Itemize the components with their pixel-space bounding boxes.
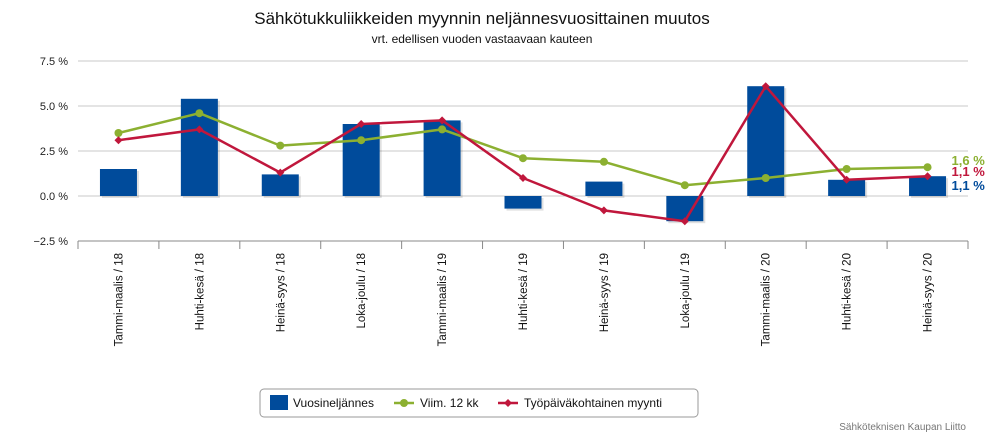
x-tick-label: Heinä-syys / 20	[923, 253, 935, 332]
chart-subtitle: vrt. edellisen vuoden vastaavaan kauteen	[372, 32, 593, 46]
x-tick-label: Tammi-maalis / 18	[113, 253, 125, 346]
credit: Sähköteknisen Kaupan Liitto	[839, 422, 966, 433]
point-tyopaivakohtainen	[680, 217, 689, 226]
point-tyopaivakohtainen	[114, 136, 123, 145]
legend-marker-12kk	[400, 399, 408, 407]
y-axis: 7.5 % 5.0 % 2.5 % 0.0 % −2.5 %	[33, 56, 68, 248]
point-viim-12kk	[519, 154, 527, 163]
end-label-vuosineljannes: 1,1 %	[952, 178, 986, 193]
point-viim-12kk	[438, 125, 447, 134]
point-tyopaivakohtainen	[357, 120, 366, 128]
x-tick-label: Loka-joulu / 18	[356, 253, 368, 328]
bar	[504, 196, 542, 209]
end-label-tyopaivakohtainen: 1,1 %	[952, 164, 986, 179]
point-tyopaivakohtainen	[276, 168, 285, 177]
legend-marker-tyopaiva	[504, 399, 512, 407]
y-tick-label: −2.5 %	[33, 236, 68, 248]
point-viim-12kk	[761, 174, 770, 182]
bar	[909, 176, 947, 196]
point-tyopaivakohtainen	[195, 125, 204, 134]
bar	[261, 174, 299, 196]
bar	[585, 181, 623, 196]
legend-label-tyopaiva: Työpäiväkohtainen myynti	[524, 396, 662, 410]
x-axis: Tammi-maalis / 18 Huhti-kesä / 18 Heinä-sy…	[77, 240, 969, 346]
point-viim-12kk	[195, 109, 204, 118]
point-viim-12kk	[599, 157, 608, 166]
legend-label-vuosineljannes: Vuosineljännes	[293, 396, 374, 410]
point-tyopaivakohtainen	[923, 172, 932, 181]
x-tick-label: Huhti-kesä / 18	[194, 253, 206, 330]
x-tick-label: Heinä-syys / 18	[275, 253, 287, 332]
x-tick-label: Heinä-syys / 19	[599, 253, 611, 332]
bar	[342, 124, 380, 196]
point-viim-12kk	[357, 136, 366, 145]
point-viim-12kk	[114, 129, 123, 137]
point-viim-12kk	[842, 165, 851, 173]
x-tick-label: Tammi-maalis / 20	[761, 253, 773, 346]
point-tyopaivakohtainen	[842, 175, 851, 184]
y-tick-label: 0.0 %	[40, 191, 68, 203]
end-label-viim-12kk: 1,6 %	[952, 153, 986, 168]
legend-bar-swatch	[270, 395, 288, 410]
x-tick-label: Tammi-maalis / 19	[437, 253, 449, 346]
legend-label-12kk: Viim. 12 kk	[420, 396, 479, 410]
point-tyopaivakohtainen	[519, 174, 527, 182]
x-tick-label: Huhti-kesä / 20	[842, 253, 854, 330]
chart-title: Sähkötukkuliikkeiden myynnin neljännesvu…	[254, 9, 710, 28]
x-tick-label: Loka-joulu / 19	[680, 253, 692, 328]
point-tyopaivakohtainen	[438, 116, 447, 125]
y-tick-label: 7.5 %	[40, 56, 68, 68]
bar	[828, 179, 866, 196]
point-viim-12kk	[923, 163, 932, 172]
bar	[99, 169, 137, 196]
y-tick-label: 5.0 %	[40, 101, 68, 113]
legend-box	[259, 388, 699, 418]
point-viim-12kk	[680, 181, 689, 190]
point-tyopaivakohtainen	[599, 206, 608, 215]
x-tick-label: Huhti-kesä / 19	[518, 253, 530, 330]
legend: Vuosineljännes Viim. 12 kk Työpäiväkohta…	[259, 388, 699, 418]
line-series	[114, 82, 932, 226]
y-tick-label: 2.5 %	[40, 146, 68, 158]
point-tyopaivakohtainen	[761, 82, 770, 91]
end-labels: 1,6 %1,1 %1,1 %	[952, 153, 986, 193]
point-viim-12kk	[276, 141, 285, 150]
